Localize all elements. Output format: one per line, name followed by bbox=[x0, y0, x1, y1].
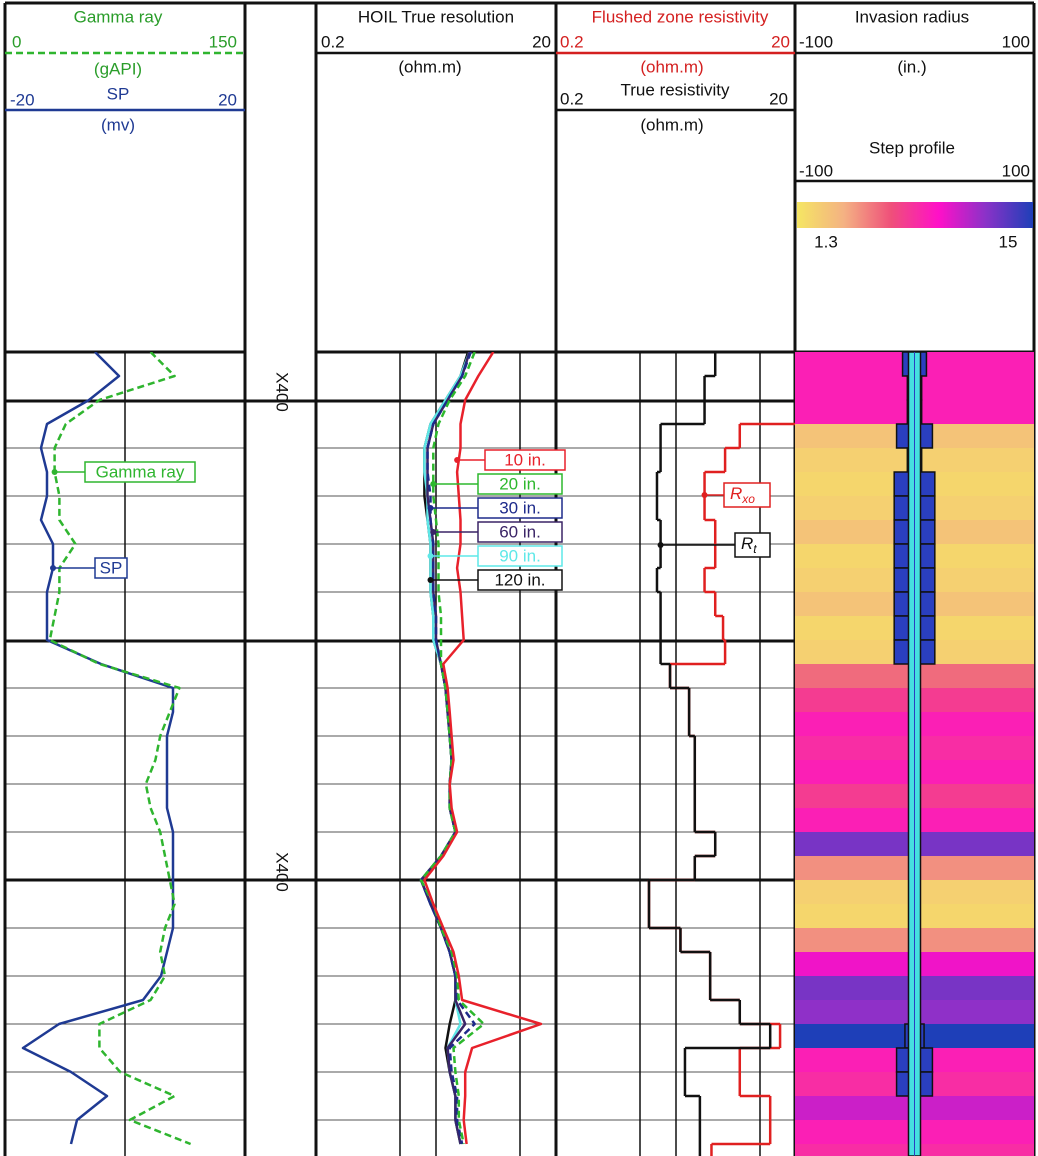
track-title: True resistivity bbox=[621, 80, 730, 99]
curve-labels: 10 in. 20 in. 30 in. 60 in. 90 in. 120 in. bbox=[427, 449, 566, 591]
label-box bbox=[723, 482, 771, 508]
leader-dot bbox=[430, 529, 437, 535]
color-bar bbox=[797, 202, 1033, 228]
leader-dot bbox=[430, 481, 437, 487]
label-box bbox=[477, 569, 563, 591]
depth-label: X400 bbox=[273, 372, 292, 412]
curve-label: 30 in. bbox=[499, 498, 541, 517]
unit-label: (in.) bbox=[897, 57, 926, 76]
scale-label: 100 bbox=[1002, 32, 1030, 51]
subscript: t bbox=[753, 542, 757, 556]
track-title: Invasion radius bbox=[855, 7, 969, 26]
scale-label: 20 bbox=[218, 90, 237, 109]
curves bbox=[419, 352, 543, 1145]
curve bbox=[419, 352, 476, 1145]
label-box bbox=[477, 521, 563, 543]
label-box bbox=[484, 449, 566, 471]
vertical-grid bbox=[124, 352, 761, 1156]
scale-lines bbox=[5, 51, 1034, 183]
scale-label: 0 bbox=[12, 32, 21, 51]
curve-label: SP bbox=[100, 558, 123, 577]
curve bbox=[423, 352, 543, 1145]
leader-dot bbox=[427, 505, 434, 511]
scale-label: 100 bbox=[1002, 161, 1030, 180]
curve-label: 20 in. bbox=[499, 474, 541, 493]
curves bbox=[21, 352, 192, 1146]
leader-dot bbox=[427, 577, 434, 583]
label-box bbox=[84, 461, 196, 483]
unit-label: (mv) bbox=[101, 115, 135, 134]
curve-labels: Gamma ray SP bbox=[50, 461, 196, 579]
curve bbox=[419, 352, 486, 1145]
subscript: xo bbox=[741, 492, 755, 506]
colorbar-label: 15 bbox=[999, 232, 1018, 251]
label-box bbox=[734, 532, 771, 558]
unit-label: (gAPI) bbox=[94, 59, 142, 78]
depth-label: X400 bbox=[273, 852, 292, 892]
scale-label: 20 bbox=[771, 32, 790, 51]
invasion-image bbox=[795, 352, 1034, 1156]
scale-label: 20 bbox=[769, 89, 788, 108]
track-title: Gamma ray bbox=[74, 7, 163, 26]
curve-label: Rxo bbox=[730, 484, 755, 506]
curve-label: 90 in. bbox=[499, 546, 541, 565]
track-title: Flushed zone resistivity bbox=[592, 7, 769, 26]
track-title: HOIL True resolution bbox=[358, 7, 514, 26]
unit-label: (ohm.m) bbox=[640, 115, 703, 134]
leader-dot bbox=[51, 469, 58, 475]
curve bbox=[419, 352, 471, 1145]
leader-dot bbox=[454, 457, 461, 463]
scale-label: -100 bbox=[799, 32, 833, 51]
unit-label: (ohm.m) bbox=[398, 57, 461, 76]
curve bbox=[48, 352, 192, 1146]
label-box bbox=[477, 473, 563, 495]
curve-label: 10 in. bbox=[504, 450, 546, 469]
scale-label: 0.2 bbox=[321, 32, 345, 51]
scale-label: -20 bbox=[10, 90, 35, 109]
scale-label: -100 bbox=[799, 161, 833, 180]
scale-label: 0.2 bbox=[560, 89, 584, 108]
leader-dot bbox=[701, 492, 708, 498]
curve-label: Rt bbox=[741, 534, 757, 556]
scale-label: 20 bbox=[532, 32, 551, 51]
symbol: R bbox=[730, 484, 742, 503]
curve bbox=[21, 352, 175, 1145]
curve-label: 120 in. bbox=[494, 570, 545, 589]
track-title: Step profile bbox=[869, 138, 955, 157]
headers: Gamma ray 0 150 (gAPI) SP -20 20 (mv) HO… bbox=[10, 7, 1030, 251]
scale-label: 0.2 bbox=[560, 32, 584, 51]
unit-label: (ohm.m) bbox=[640, 57, 703, 76]
leader-dot bbox=[50, 565, 56, 571]
leader-dot bbox=[427, 553, 434, 559]
track-title: SP bbox=[107, 84, 130, 103]
curve-label: 60 in. bbox=[499, 522, 541, 541]
label-box bbox=[94, 557, 128, 579]
leader-dot bbox=[657, 542, 664, 548]
curve-label: Gamma ray bbox=[96, 462, 185, 481]
step-curves bbox=[647, 352, 795, 1156]
label-box bbox=[477, 545, 563, 567]
label-box bbox=[477, 497, 563, 519]
colorbar-label: 1.3 bbox=[814, 232, 838, 251]
scale-label: 150 bbox=[209, 32, 237, 51]
symbol: R bbox=[741, 534, 753, 553]
